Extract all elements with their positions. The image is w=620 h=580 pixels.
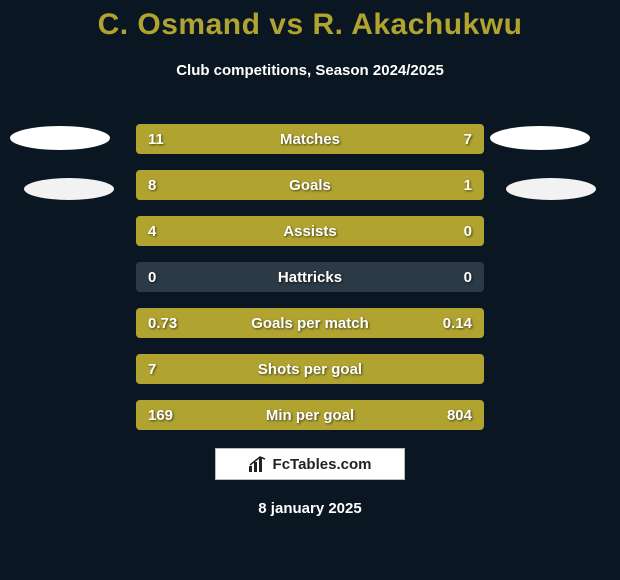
subtitle: Club competitions, Season 2024/2025 bbox=[0, 62, 620, 79]
attribution-text: FcTables.com bbox=[273, 456, 372, 473]
stat-row: Matches117 bbox=[136, 124, 484, 154]
stat-row: Goals per match0.730.14 bbox=[136, 308, 484, 338]
bar-fill-left bbox=[136, 400, 414, 430]
bar-track bbox=[136, 262, 484, 292]
stat-row: Assists40 bbox=[136, 216, 484, 246]
bar-fill-left bbox=[136, 170, 407, 200]
comparison-infographic: C. Osmand vs R. Akachukwu Club competiti… bbox=[0, 0, 620, 580]
bar-fill-left bbox=[136, 216, 484, 246]
bar-fill-right bbox=[414, 308, 484, 338]
comparison-bars: Matches117 Goals81 Assists40 Hattricks00 Goa… bbox=[136, 124, 484, 446]
bar-fill-right bbox=[442, 124, 484, 154]
avatar-placeholder-left-1 bbox=[24, 178, 114, 200]
chart-icon bbox=[249, 456, 267, 472]
bar-fill-left bbox=[136, 308, 414, 338]
page-title: C. Osmand vs R. Akachukwu bbox=[0, 8, 620, 42]
stat-row: Goals81 bbox=[136, 170, 484, 200]
avatar-placeholder-right-0 bbox=[490, 126, 590, 150]
avatar-placeholder-left-0 bbox=[10, 126, 110, 150]
date-label: 8 january 2025 bbox=[0, 500, 620, 517]
stat-row: Shots per goal7 bbox=[136, 354, 484, 384]
attribution-link[interactable]: FcTables.com bbox=[215, 448, 405, 480]
bar-fill-right bbox=[414, 400, 484, 430]
bar-fill-right bbox=[407, 170, 484, 200]
avatar-placeholder-right-1 bbox=[506, 178, 596, 200]
bar-fill-left bbox=[136, 354, 484, 384]
stat-row: Min per goal169804 bbox=[136, 400, 484, 430]
bar-fill-left bbox=[136, 124, 442, 154]
stat-row: Hattricks00 bbox=[136, 262, 484, 292]
